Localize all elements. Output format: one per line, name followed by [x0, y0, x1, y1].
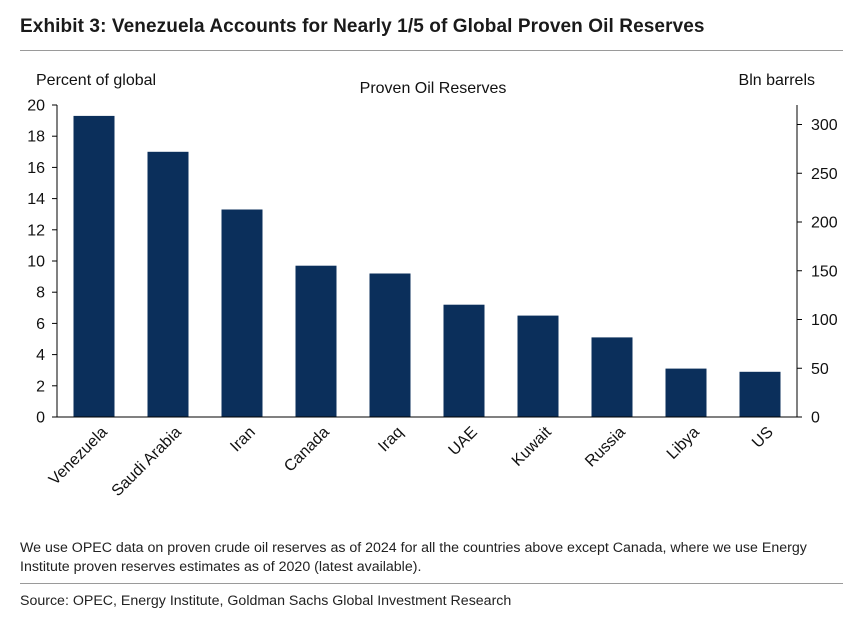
left-tick-label: 8 [36, 285, 45, 302]
top-divider [20, 50, 843, 51]
left-tick-label: 20 [27, 98, 45, 115]
left-axis-label: Percent of global [36, 72, 156, 89]
right-tick-label: 300 [811, 117, 838, 134]
left-tick-label: 6 [36, 316, 45, 333]
left-tick-label: 12 [27, 222, 45, 239]
left-tick-label: 2 [36, 378, 45, 395]
left-axis: 0 2 4 6 8 10 12 14 16 18 20 [27, 98, 58, 427]
x-tick-label: Iran [227, 424, 259, 456]
right-axis-label: Bln barrels [739, 72, 815, 89]
x-tick-label: Kuwait [509, 423, 555, 469]
footnote: We use OPEC data on proven crude oil res… [20, 540, 807, 575]
bottom-divider [20, 583, 843, 584]
x-tick-label: Iraq [375, 424, 407, 456]
x-tick-label: US [749, 424, 777, 452]
x-tick-label: UAE [446, 424, 481, 459]
right-tick-label: 0 [811, 410, 820, 427]
bar-canada [295, 265, 337, 417]
bar-saudi-arabia [147, 151, 189, 418]
left-tick-label: 4 [36, 347, 45, 364]
bar-iraq [369, 273, 411, 417]
left-tick-label: 0 [36, 410, 45, 427]
left-tick-label: 16 [27, 160, 45, 177]
chart-title: Proven Oil Reserves [360, 80, 507, 97]
bar-kuwait [517, 315, 559, 417]
bar-russia [591, 337, 633, 417]
right-tick-label: 250 [811, 166, 838, 183]
left-tick-label: 14 [27, 191, 45, 208]
bar-us [739, 371, 781, 417]
bar-libya [665, 368, 707, 417]
bar-venezuela [73, 115, 115, 418]
x-tick-label: Libya [664, 424, 703, 463]
left-tick-label: 18 [27, 129, 45, 146]
left-tick-label: 10 [27, 254, 45, 271]
right-tick-label: 50 [811, 361, 829, 378]
right-axis: 0 50 100 150 200 250 300 [796, 105, 838, 427]
x-tick-label: Canada [281, 424, 333, 476]
x-tick-label: Venezuela [46, 424, 111, 489]
bar-iran [221, 209, 263, 417]
right-tick-label: 200 [811, 215, 838, 232]
x-tick-label: Saudi Arabia [109, 424, 185, 500]
exhibit-title: Exhibit 3: Venezuela Accounts for Nearly… [20, 16, 705, 37]
right-tick-label: 150 [811, 263, 838, 280]
bars-group [73, 115, 781, 418]
source-note: Source: OPEC, Energy Institute, Goldman … [20, 593, 512, 609]
right-tick-label: 100 [811, 312, 838, 329]
bar-chart: Proven Oil Reserves Percent of global Bl… [27, 72, 838, 500]
x-tick-label: Russia [582, 424, 629, 471]
bar-uae [443, 304, 485, 417]
